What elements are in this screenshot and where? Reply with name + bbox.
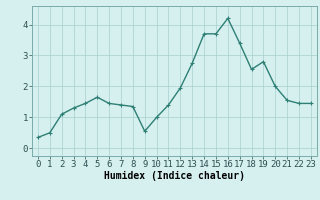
X-axis label: Humidex (Indice chaleur): Humidex (Indice chaleur) — [104, 171, 245, 181]
